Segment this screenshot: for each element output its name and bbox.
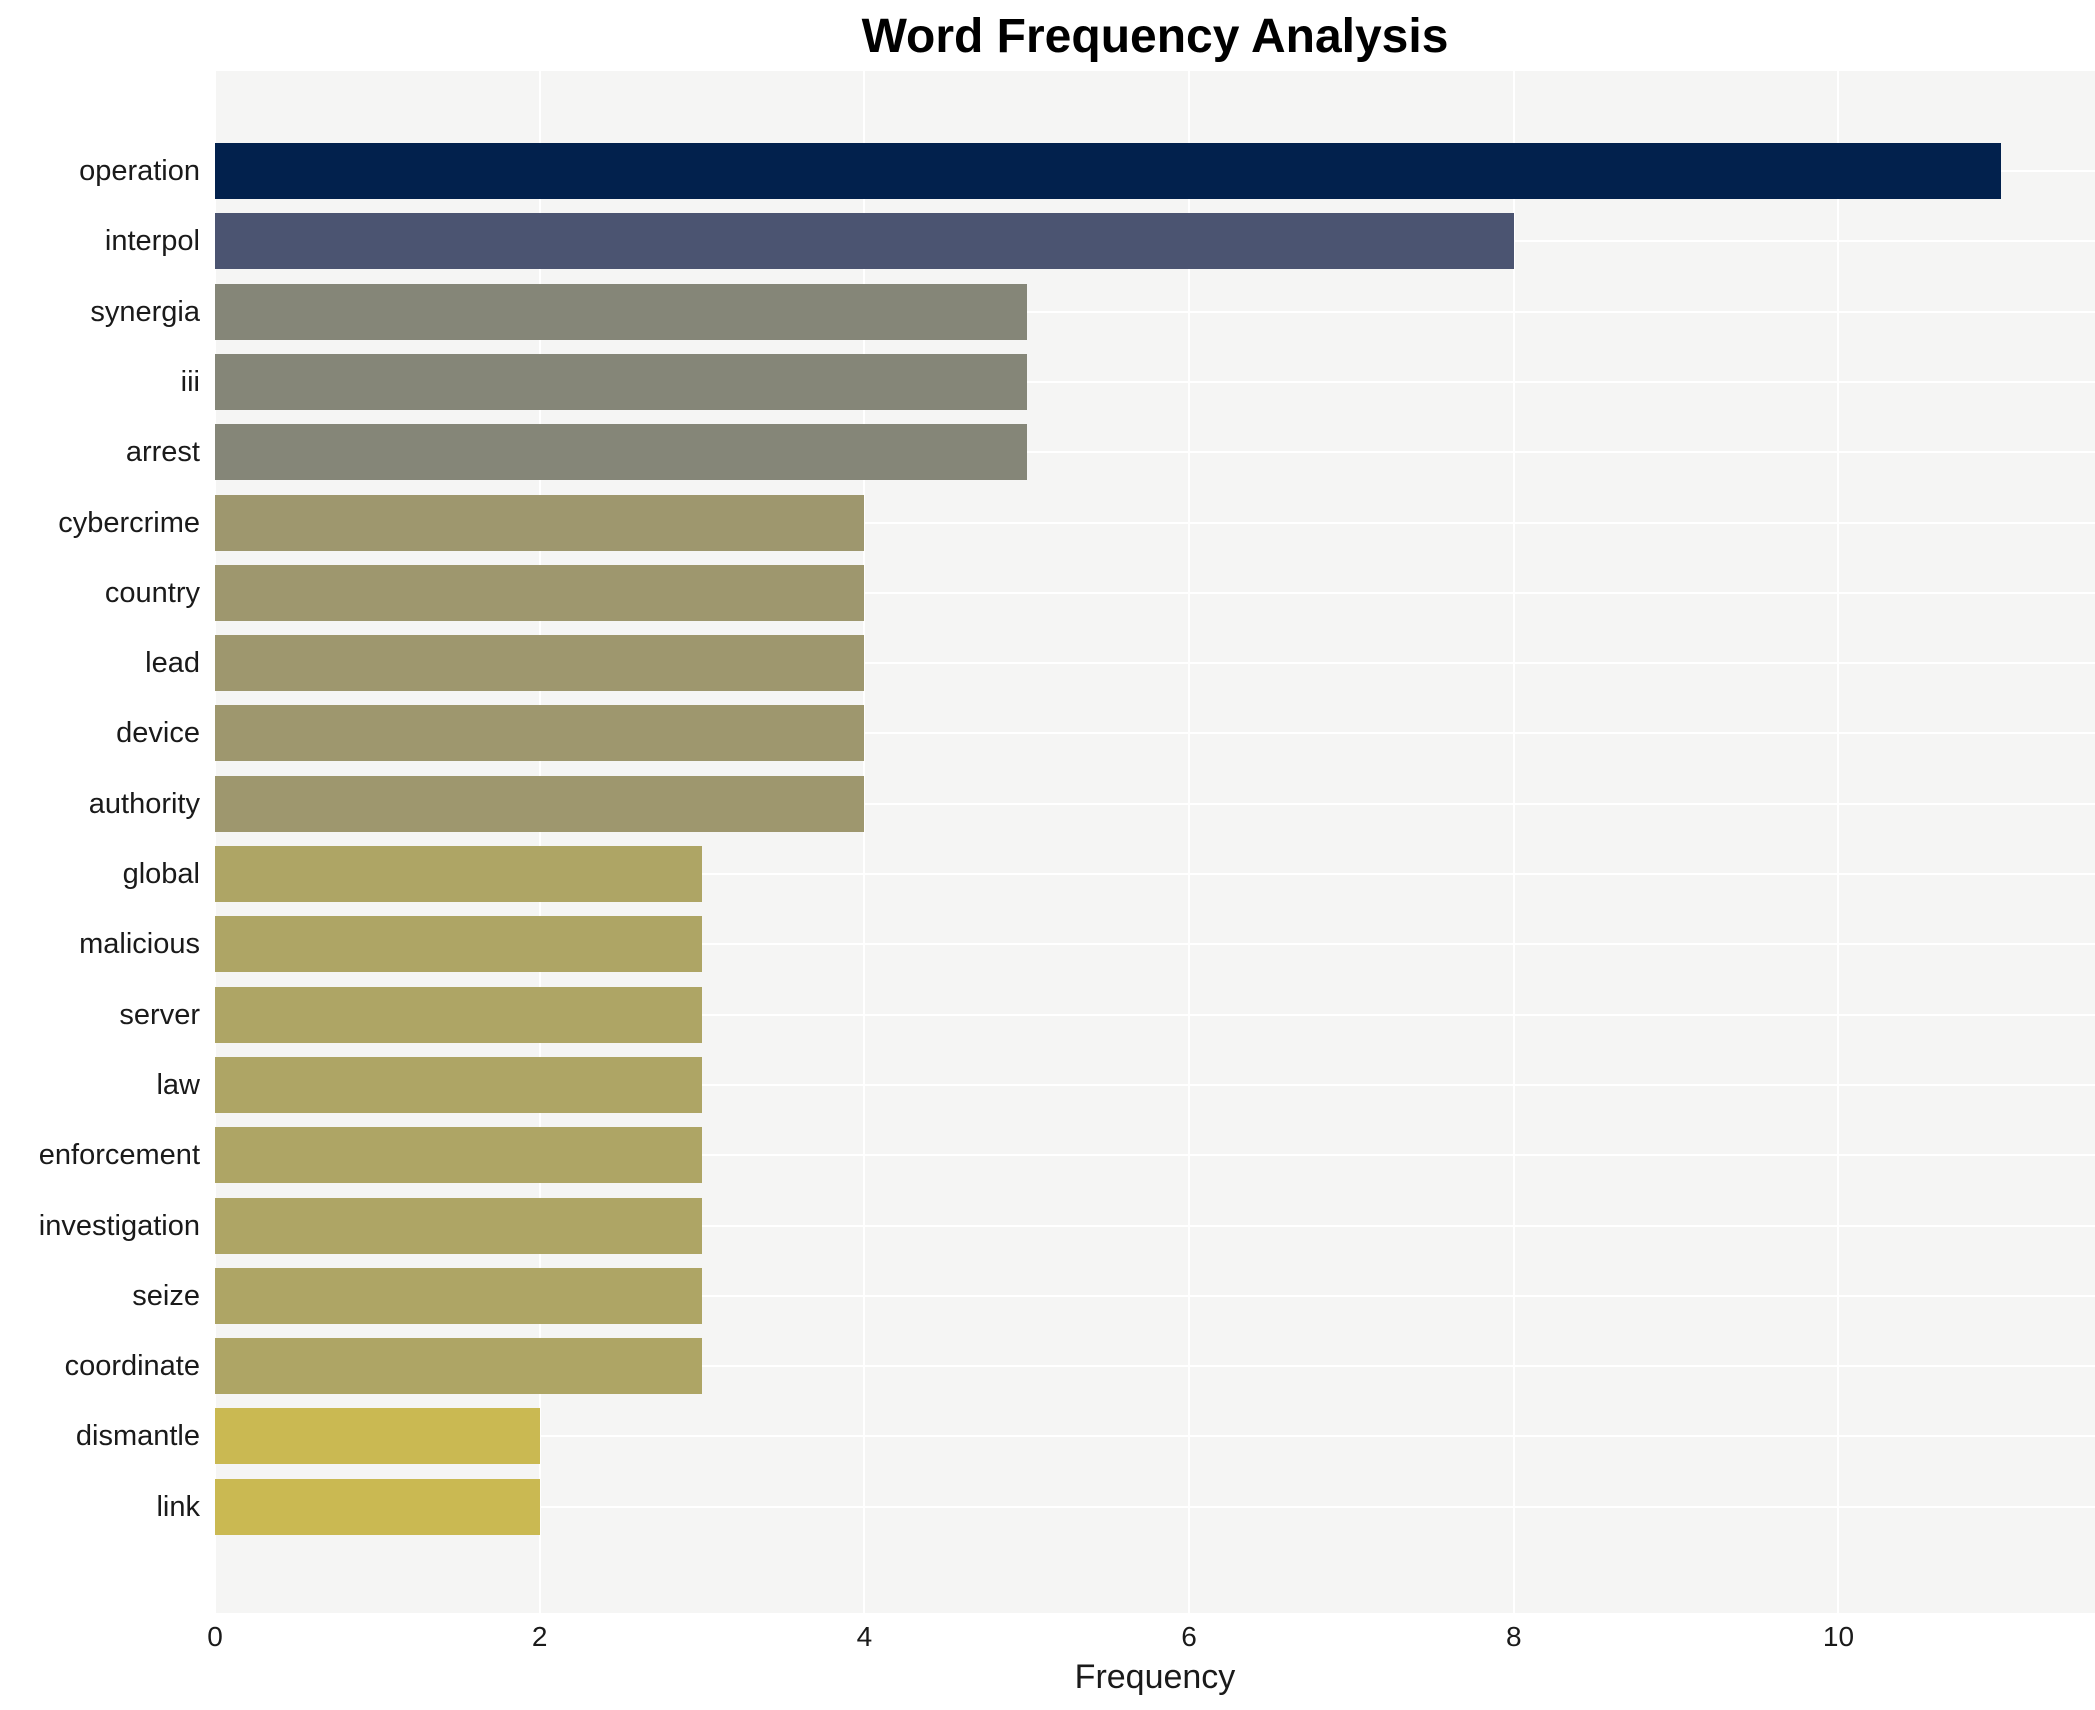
gridline-horizontal [215,1083,2095,1086]
bar-interpol [215,213,1514,270]
gridline-horizontal [215,451,2095,454]
y-tick-label: cybercrime [58,506,200,539]
gridline-horizontal [215,1294,2095,1297]
bar-dismantle [215,1408,540,1465]
gridline-horizontal [215,802,2095,805]
x-tick-label: 10 [1822,1621,1855,1652]
gridline-vertical [1188,71,1191,1613]
x-tick-label: 0 [207,1621,223,1652]
gridline-horizontal [215,1224,2095,1227]
bar-server [215,986,703,1043]
gridline-horizontal [215,521,2095,524]
x-axis-title: Frequency [1074,1658,1236,1696]
y-tick-label: lead [145,647,200,680]
gridline-horizontal [215,1435,2095,1438]
y-tick-label: coordinate [64,1350,200,1383]
bar-enforcement [215,1127,703,1184]
x-tick-label: 2 [531,1621,548,1652]
gridline-horizontal [215,591,2095,594]
y-tick-label: enforcement [38,1139,200,1172]
y-tick-label: interpol [104,225,200,258]
y-tick-label: global [122,858,200,890]
y-tick-label: law [156,1068,200,1101]
gridline-vertical [538,71,541,1613]
bar-lead [215,635,865,692]
bar-synergia [215,283,1027,340]
gridline-horizontal [215,943,2095,946]
plot-area [214,71,2095,1613]
gridline-horizontal [215,1013,2095,1016]
gridline-horizontal [215,380,2095,383]
bar-country [215,564,865,621]
bar-operation [215,143,2001,199]
bar-coordinate [215,1338,703,1395]
bar-authority [215,775,865,832]
chart-title: Word Frequency Analysis [861,10,1449,63]
gridline-horizontal [215,1505,2095,1508]
gridline-horizontal [215,662,2095,665]
gridline-horizontal [215,732,2095,735]
bar-link [215,1478,540,1535]
y-tick-label: investigation [38,1209,200,1242]
x-tick-label: 6 [1181,1621,1197,1652]
y-tick-label: server [119,998,200,1031]
y-tick-label: dismantle [75,1420,200,1453]
gridline-vertical [1837,71,1840,1613]
bar-global [215,846,703,902]
y-tick-label: seize [132,1279,200,1312]
y-tick-label: operation [79,155,200,187]
gridline-horizontal [215,1365,2095,1368]
y-tick-label: malicious [79,928,200,961]
bar-iii [215,353,1027,410]
y-tick-label: arrest [125,436,200,469]
gridline-horizontal [215,873,2095,875]
bar-cybercrime [215,494,865,551]
bar-arrest [215,424,1027,481]
gridline-vertical [863,71,866,1613]
gridline-horizontal [215,1154,2095,1157]
bar-malicious [215,916,703,973]
bar-device [215,705,865,762]
bar-investigation [215,1197,703,1254]
x-tick-label: 4 [856,1621,873,1652]
gridline-horizontal [215,310,2095,313]
y-tick-label: synergia [90,295,200,328]
bar-seize [215,1267,703,1324]
y-tick-label: device [116,717,200,750]
x-tick-label: 8 [1505,1621,1522,1652]
gridline-vertical [214,71,216,1613]
y-tick-label: country [104,576,200,609]
y-tick-label: link [156,1490,200,1523]
y-tick-label: authority [88,787,200,820]
gridline-vertical [1512,71,1515,1613]
y-tick-label: iii [180,365,200,398]
bar-law [215,1056,703,1113]
